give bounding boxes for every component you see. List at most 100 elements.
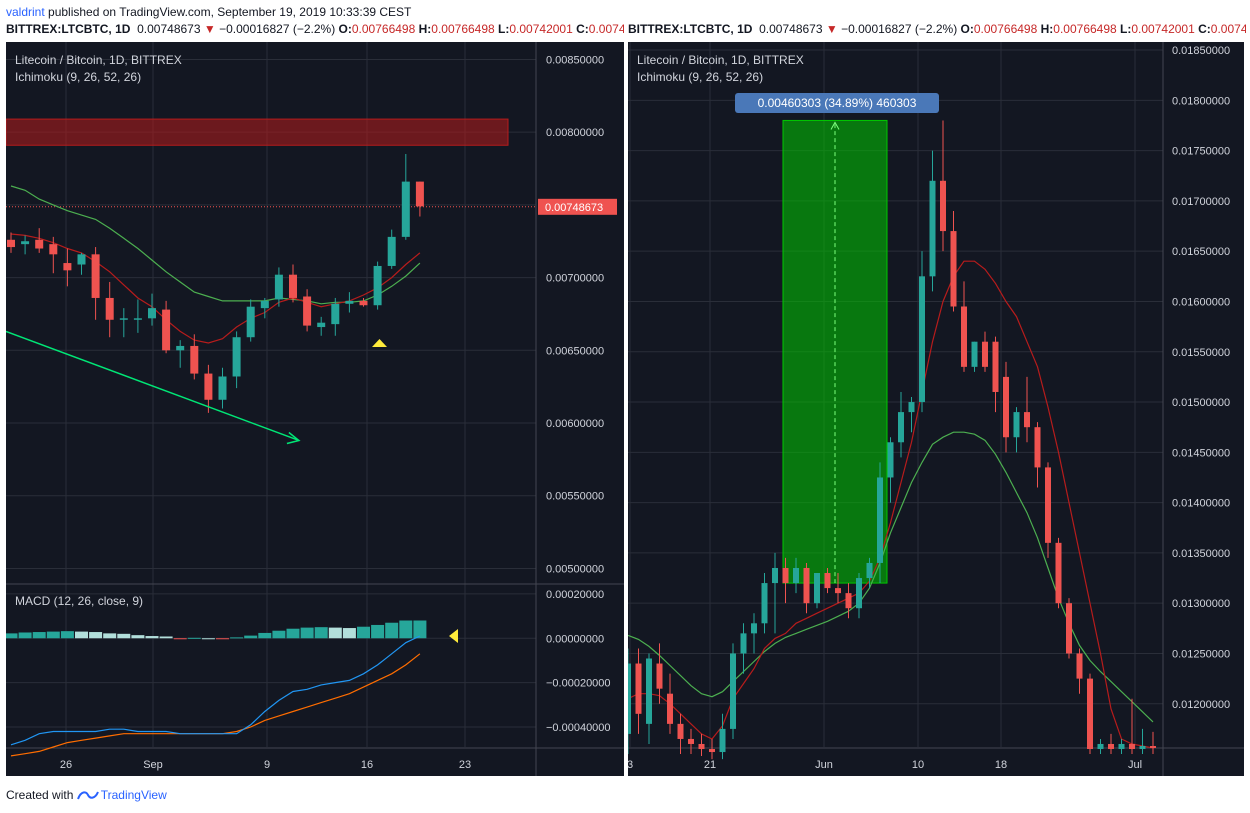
- resistance-zone: [6, 118, 509, 146]
- publish-text: published on TradingView.com, September …: [48, 5, 412, 19]
- right-candle-body: [740, 633, 747, 654]
- indicator-legend: Ichimoku (9, 26, 52, 26): [637, 70, 763, 84]
- macd-histogram-bar: [272, 630, 286, 639]
- left-candle-body: [148, 308, 156, 319]
- indicator-legend: Ichimoku (9, 26, 52, 26): [15, 70, 141, 84]
- right-candle-body: [835, 588, 841, 594]
- kijun-line: [10, 185, 421, 305]
- right-candle-body: [1013, 412, 1020, 438]
- author-link[interactable]: valdrint: [6, 5, 45, 19]
- right-chart-panel[interactable]: 0.00460303 (34.89%) 460303 0.01850000 0.01…: [628, 42, 1244, 776]
- right-candle-body: [793, 567, 799, 584]
- symbol-name: BITTREX:LTCBTC, 1D: [628, 22, 753, 36]
- open-label: O:: [338, 22, 352, 36]
- footer: Created with TradingView: [6, 788, 167, 802]
- macd-histogram-bar: [230, 637, 244, 639]
- left-candle-body: [345, 300, 354, 304]
- open-value: 0.00766498: [973, 22, 1038, 36]
- last-price: 0.00748673: [759, 22, 823, 36]
- right-candle-body: [803, 567, 810, 604]
- right-candle-body: [677, 723, 684, 739]
- open-label: O:: [960, 22, 974, 36]
- macd-histogram-bar: [328, 627, 342, 639]
- right-candle-body: [856, 578, 862, 609]
- right-candle-body: [1108, 743, 1114, 750]
- macd-histogram-bar: [413, 620, 427, 639]
- macd-histogram-bar: [60, 631, 74, 639]
- left-candle-body: [218, 376, 227, 400]
- macd-signal-line: [10, 653, 421, 757]
- left-chart-panel[interactable]: 0.008500000.008000000.007500000.00700000…: [6, 42, 624, 776]
- macd-histogram-bar: [131, 635, 145, 639]
- yellow-triangle-marker: [372, 339, 387, 347]
- left-chart-svg[interactable]: 0.008500000.008000000.007500000.00700000…: [6, 42, 624, 776]
- y-tick-label: 0.01400000: [1172, 498, 1230, 510]
- y-tick-label: 0.01650000: [1172, 246, 1230, 258]
- high-value: 0.00766498: [431, 22, 495, 36]
- left-candle-body: [204, 373, 213, 400]
- right-candle-body: [688, 738, 694, 744]
- chart-title: Litecoin / Bitcoin, 1D, BITTREX: [637, 53, 804, 67]
- left-candle-body: [7, 239, 15, 248]
- macd-histogram-bar: [32, 632, 46, 639]
- right-candle-body: [971, 341, 978, 367]
- y-tick-label: 0.00650000: [546, 345, 604, 357]
- close-value: 0.00748673: [1210, 22, 1246, 36]
- last-price: 0.00748673: [137, 22, 201, 36]
- left-candle-body: [35, 239, 44, 249]
- x-tick-label: 21: [704, 759, 716, 771]
- right-candle-body: [992, 341, 999, 392]
- macd-legend: MACD (12, 26, close, 9): [15, 594, 143, 608]
- y-tick-label: 0.01550000: [1172, 347, 1230, 359]
- right-chart-svg[interactable]: 0.00460303 (34.89%) 460303 0.01850000 0.01…: [628, 42, 1244, 776]
- right-candle-body: [1024, 412, 1030, 428]
- symbol-name: BITTREX:LTCBTC, 1D: [6, 22, 131, 36]
- y-tick-label: 0.00500000: [546, 563, 604, 575]
- right-candle-body: [1076, 653, 1083, 679]
- left-candle-body: [133, 318, 142, 320]
- right-candle-body: [1139, 745, 1146, 750]
- price-change: −0.00016827 (−2.2%): [841, 22, 958, 36]
- kijun-line: [628, 431, 1154, 723]
- right-candle-body: [1055, 542, 1062, 604]
- macd-histogram-bar: [46, 631, 60, 639]
- macd-histogram-bar: [385, 622, 399, 639]
- right-candle-body: [887, 442, 894, 478]
- tradingview-link[interactable]: TradingView: [100, 788, 167, 802]
- macd-histogram-bar: [201, 638, 215, 640]
- y-tick-label: 0.01300000: [1172, 598, 1230, 610]
- right-candle-body: [908, 402, 915, 413]
- y-tick-label: 0.01600000: [1172, 296, 1230, 308]
- macd-histogram-bar: [244, 635, 258, 639]
- y-tick-label: 0.01850000: [1172, 45, 1230, 57]
- left-candle-body: [373, 265, 382, 306]
- x-tick-label: 23: [459, 759, 471, 771]
- right-candle-body: [772, 567, 778, 584]
- symbol-bar-left: BITTREX:LTCBTC, 1D 0.00748673 ▼ −0.00016…: [6, 22, 624, 36]
- right-candle-body: [1087, 678, 1093, 750]
- x-tick-label: 3: [628, 759, 633, 771]
- macd-histogram-bar: [173, 638, 187, 640]
- left-candle-body: [162, 309, 171, 351]
- macd-histogram-bar: [187, 637, 201, 639]
- right-candle-body: [919, 276, 925, 403]
- x-tick-label: Sep: [143, 759, 163, 771]
- right-candle-body: [635, 663, 642, 714]
- right-candle-body: [940, 180, 946, 232]
- right-candle-body: [698, 743, 705, 750]
- chart-title: Litecoin / Bitcoin, 1D, BITTREX: [15, 53, 182, 67]
- left-candle-body: [274, 274, 283, 300]
- right-candle-body: [1003, 376, 1009, 438]
- left-candle-body: [359, 300, 368, 306]
- macd-histogram-bar: [300, 627, 314, 639]
- left-candle-body: [387, 236, 396, 266]
- right-candle-body: [709, 749, 715, 753]
- right-candle-body: [1034, 427, 1041, 468]
- tenkan-line: [10, 233, 421, 344]
- x-tick-label: 9: [264, 759, 270, 771]
- high-label: H:: [1040, 22, 1054, 36]
- right-candle-body: [929, 180, 936, 277]
- down-arrow-icon: ▼: [825, 22, 838, 36]
- left-candle-body: [21, 241, 30, 245]
- y-tick-label: 0.00800000: [546, 127, 604, 139]
